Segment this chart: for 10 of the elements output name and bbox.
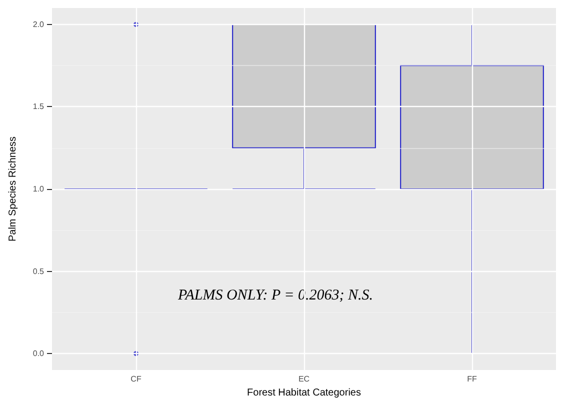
y-tick-label: 0.0 [32,349,45,358]
x-tick-label: CF [130,374,142,384]
y-tick-label: 1.0 [32,184,45,194]
x-axis-title: Forest Habitat Categories [247,388,361,398]
y-axis-title: Palm Species Richness [8,136,18,242]
y-tick-label: 0.5 [32,266,45,276]
y-tick-label: 1.5 [32,102,45,112]
x-tick-label: EC [298,374,310,384]
y-tick-label: 2.0 [32,20,45,29]
x-tick-label: FF [467,374,477,384]
